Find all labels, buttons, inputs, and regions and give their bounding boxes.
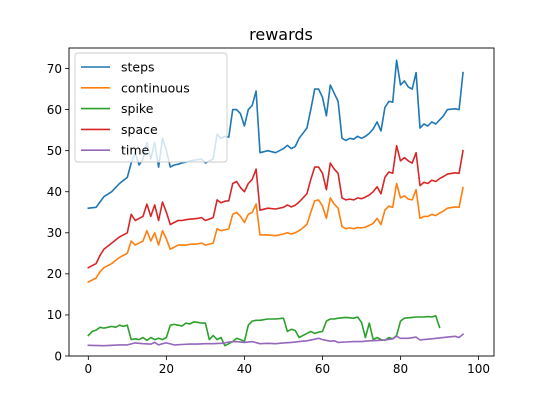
x-tick-label: 40	[237, 362, 252, 376]
y-tick-label: 20	[47, 267, 62, 281]
x-axis: 0 20 40 60 80 100	[84, 356, 490, 376]
legend-label-continuous: continuous	[121, 80, 190, 95]
legend-box	[74, 52, 228, 163]
y-tick-label: 40	[47, 185, 62, 199]
plot-area	[87, 59, 465, 347]
y-tick-label: 70	[47, 62, 62, 76]
x-tick-label: 80	[393, 362, 408, 376]
legend-label-time: time	[121, 143, 150, 158]
series-line-continuous	[87, 182, 464, 284]
y-tick-label: 60	[47, 103, 62, 117]
y-tick-label: 50	[47, 144, 62, 158]
legend-label-space: space	[121, 122, 158, 137]
y-tick-label: 30	[47, 226, 62, 240]
legend-label-steps: steps	[121, 60, 155, 75]
chart-title: rewards	[249, 25, 313, 44]
x-tick-label: 60	[315, 362, 330, 376]
axes-frame	[68, 47, 495, 357]
series-line-spike	[87, 315, 441, 347]
legend: steps continuous spike space time	[74, 52, 228, 163]
y-axis: 0 10 20 30 40 50 60 70	[47, 62, 69, 363]
x-tick-label: 100	[467, 362, 490, 376]
x-tick-label: 0	[84, 362, 92, 376]
y-tick-label: 0	[54, 349, 62, 363]
legend-label-spike: spike	[121, 101, 154, 116]
series-line-space	[87, 144, 464, 269]
y-tick-label: 10	[47, 308, 62, 322]
series-line-time	[87, 333, 465, 347]
x-tick-label: 20	[159, 362, 174, 376]
